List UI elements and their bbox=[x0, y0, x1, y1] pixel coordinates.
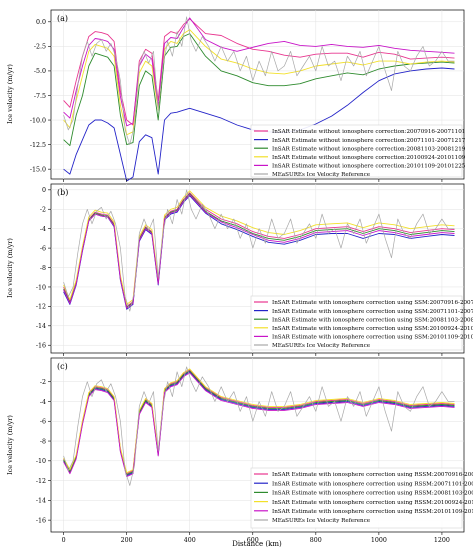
panel-a-series bbox=[63, 16, 455, 182]
legend-label: InSAR Estimate with ionosphere correctio… bbox=[272, 326, 473, 332]
series-line bbox=[63, 194, 455, 309]
series-line bbox=[63, 193, 455, 308]
series-line bbox=[63, 29, 455, 136]
x-tick-label: 1200 bbox=[434, 537, 450, 544]
y-tick-label: -10 bbox=[36, 284, 46, 291]
series-line bbox=[63, 370, 455, 476]
legend-label: MEaSUREs Ice Velocity Reference bbox=[272, 343, 371, 349]
x-axis-label: Distance (km) bbox=[232, 540, 282, 548]
legend-label: InSAR Estimate with ionosphere correctio… bbox=[272, 317, 473, 323]
legend-label: InSAR Estimate without ionosphere correc… bbox=[272, 164, 466, 170]
x-tick-label: 0 bbox=[62, 537, 66, 544]
y-tick-label: -14 bbox=[36, 323, 46, 330]
y-tick-label: -12 bbox=[36, 478, 46, 485]
legend-label: InSAR Estimate with ionosphere correctio… bbox=[272, 472, 473, 478]
y-tick-label: -10.0 bbox=[30, 117, 46, 124]
panel-a-ticks: -15.0 -12.5 -10.0 -7.5 -5.0 -2.5 0.0 bbox=[30, 19, 443, 182]
y-tick-label: -8 bbox=[40, 265, 46, 272]
legend-label: InSAR Estimate with ionosphere correctio… bbox=[272, 300, 473, 306]
panel-c-ylabel: Ice velocity (m/yr) bbox=[6, 415, 14, 475]
panel-c: -16 -14 -12 -10 -8 -6 -4 -2 0 200 400 600 800 1000 120… bbox=[6, 357, 473, 544]
panel-c-legend-entries: InSAR Estimate with ionosphere correctio… bbox=[254, 472, 473, 524]
y-tick-label: -2 bbox=[40, 379, 46, 386]
y-tick-label: -4 bbox=[40, 399, 46, 406]
panel-a: -15.0 -12.5 -10.0 -7.5 -5.0 -2.5 0.0 (a) Ice v… bbox=[6, 9, 466, 182]
legend-label: InSAR Estimate with ionosphere correctio… bbox=[272, 509, 473, 515]
legend-label: InSAR Estimate without ionosphere correc… bbox=[272, 146, 466, 152]
y-tick-label: -8 bbox=[40, 438, 46, 445]
panel-b-ticks: -16 -14 -12 -10 -8 -6 -4 -2 0 bbox=[36, 187, 443, 356]
series-line bbox=[63, 369, 455, 475]
panel-a-legend-entries: InSAR Estimate without ionosphere correc… bbox=[254, 129, 466, 178]
panel-c-legend bbox=[250, 467, 463, 529]
y-tick-label: -2 bbox=[40, 207, 46, 214]
series-line bbox=[63, 67, 455, 182]
series-line bbox=[63, 189, 455, 312]
panel-c-ticks: -16 -14 -12 -10 -8 -6 -4 -2 0 200 400 600 800 1000 120… bbox=[36, 379, 450, 544]
y-tick-label: -2.5 bbox=[34, 44, 46, 51]
series-line bbox=[63, 371, 455, 477]
series-line bbox=[63, 16, 455, 145]
x-tick-label: 400 bbox=[184, 537, 196, 544]
panel-a-label: (a) bbox=[57, 14, 68, 23]
legend-label: InSAR Estimate with ionosphere correctio… bbox=[272, 335, 473, 341]
series-line bbox=[63, 18, 455, 126]
panel-b: -16 -14 -12 -10 -8 -6 -4 -2 0 (b) Ice velocity (… bbox=[6, 183, 473, 356]
y-tick-label: -6 bbox=[40, 245, 46, 252]
y-tick-label: -15.0 bbox=[30, 166, 46, 173]
panel-c-label: (c) bbox=[57, 362, 68, 371]
legend-label: MEaSUREs Ice Velocity Reference bbox=[272, 518, 371, 524]
panel-c-series bbox=[63, 366, 455, 486]
panel-b-legend bbox=[250, 295, 463, 351]
x-tick-label: 600 bbox=[247, 537, 259, 544]
y-tick-label: -10 bbox=[36, 458, 46, 465]
legend-label: InSAR Estimate without ionosphere correc… bbox=[272, 129, 465, 135]
y-tick-label: -5.0 bbox=[34, 68, 46, 75]
legend-label: MEaSUREs Ice Velocity Reference bbox=[272, 172, 371, 178]
legend-label: InSAR Estimate with ionosphere correctio… bbox=[272, 309, 473, 315]
series-line bbox=[63, 17, 455, 127]
legend-label: InSAR Estimate with ionosphere correctio… bbox=[272, 500, 473, 506]
x-tick-label: 1000 bbox=[371, 537, 387, 544]
legend-label: InSAR Estimate with ionosphere correctio… bbox=[272, 491, 473, 497]
x-tick-label: 200 bbox=[121, 537, 133, 544]
series-line bbox=[63, 366, 455, 486]
y-tick-label: -6 bbox=[40, 419, 46, 426]
legend-label: InSAR Estimate without ionosphere correc… bbox=[272, 155, 466, 161]
series-line bbox=[63, 192, 455, 307]
y-tick-label: -7.5 bbox=[34, 93, 46, 100]
y-tick-label: 0.0 bbox=[36, 19, 46, 26]
legend-label: InSAR Estimate with ionosphere correctio… bbox=[272, 481, 473, 487]
y-tick-label: -12 bbox=[36, 304, 46, 311]
panel-a-legend bbox=[250, 124, 463, 178]
y-tick-label: 0 bbox=[42, 187, 46, 194]
legend-label: InSAR Estimate without ionosphere correc… bbox=[272, 138, 466, 144]
series-line bbox=[63, 190, 455, 305]
y-tick-label: -4 bbox=[40, 226, 46, 233]
y-tick-label: -14 bbox=[36, 498, 46, 505]
y-tick-label: -16 bbox=[36, 343, 46, 350]
x-tick-label: 800 bbox=[310, 537, 322, 544]
panel-b-label: (b) bbox=[57, 188, 68, 197]
y-tick-label: -16 bbox=[36, 517, 46, 524]
series-line bbox=[63, 368, 455, 474]
panel-b-ylabel: Ice velocity (m/yr) bbox=[6, 238, 14, 298]
panel-a-ylabel: Ice velocity (m/yr) bbox=[6, 64, 14, 124]
panel-b-series bbox=[63, 189, 455, 312]
panel-b-legend-entries: InSAR Estimate with ionosphere correctio… bbox=[254, 300, 473, 349]
y-tick-label: -12.5 bbox=[30, 142, 46, 149]
